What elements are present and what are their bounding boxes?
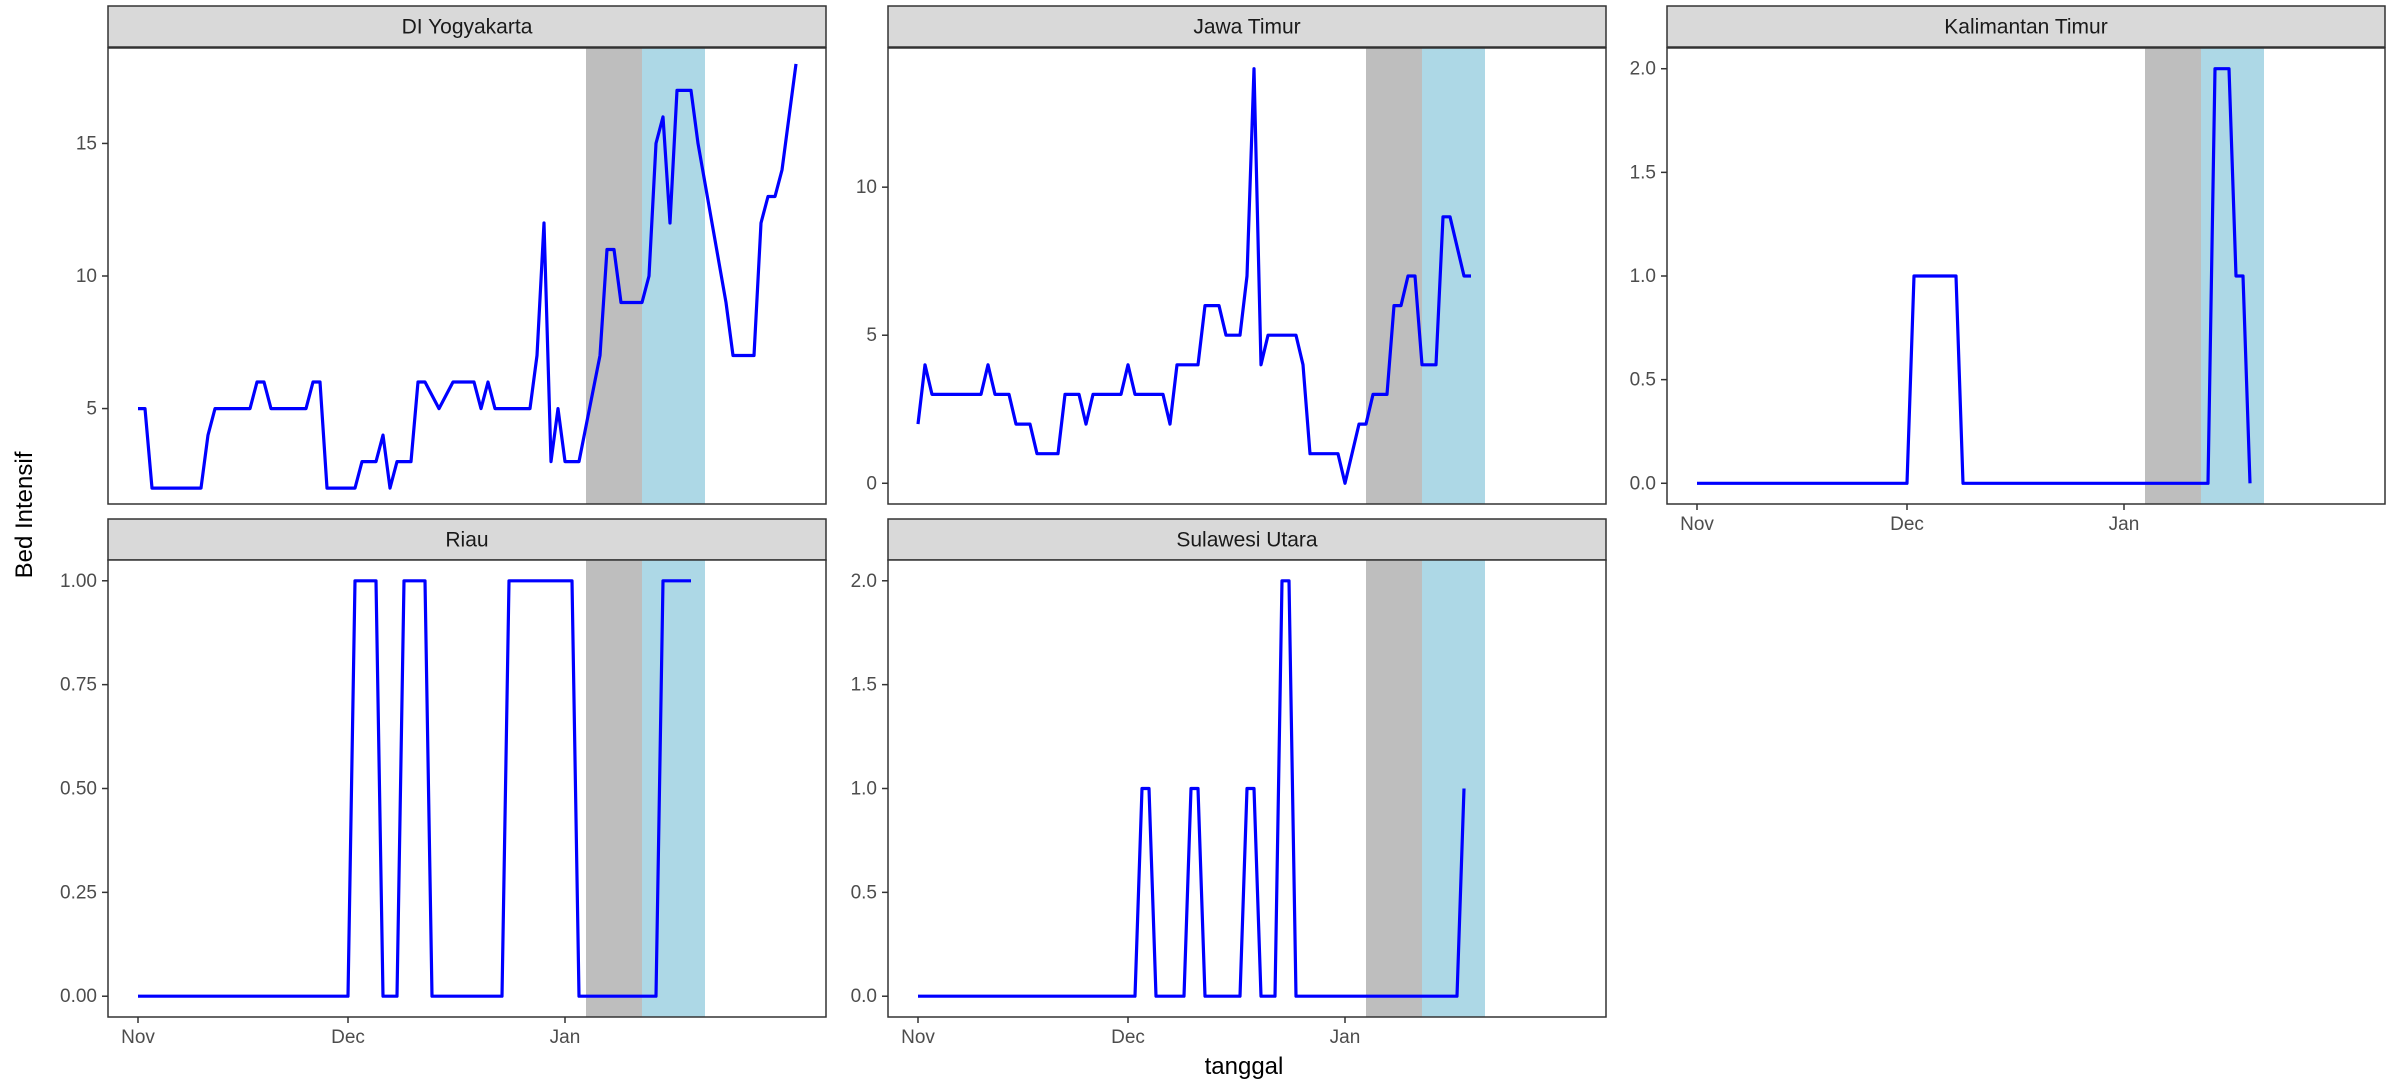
shaded-period-2-jawa-timur [1422,48,1485,504]
y-tick-label-riau: 0.50 [60,779,97,800]
series-line-riau [138,579,691,998]
series-line-sulawesi-utara [918,579,1466,998]
y-axis-title: Bed Intensif [11,451,38,578]
shaded-period-1-kalimantan-timur [2145,48,2201,504]
shaded-period-1-sulawesi-utara [1366,560,1422,1017]
y-tick-label-di-yogyakarta: 5 [86,399,97,420]
strip-label-di-yogyakarta: DI Yogyakarta [402,16,533,39]
panel-sulawesi-utara: Sulawesi Utara 0.0 0.5 1.0 1.5 2.0 Nov Dec Jan [851,518,1607,1048]
panel-kalimantan-timur: Kalimantan Timur 0.0 0.5 1.0 1.5 2.0 Nov Dec Jan [1630,5,2386,535]
y-tick-label-sulawesi-utara: 2.0 [851,571,877,592]
strip-jawa-timur [887,5,1607,48]
x-tick-label-sulawesi-utara: Jan [1330,1027,1361,1048]
y-tick-label-sulawesi-utara: 0.5 [851,882,877,903]
y-tick-label-sulawesi-utara: 0.0 [851,986,877,1007]
strip-label-jawa-timur: Jawa Timur [1193,16,1300,39]
y-tick-label-sulawesi-utara: 1.0 [851,779,877,800]
y-tick-label-kalimantan-timur: 1.5 [1630,162,1656,183]
series-line-jawa-timur [916,67,1471,485]
y-tick-label-di-yogyakarta: 10 [76,266,97,287]
y-tick-label-riau: 0.00 [60,986,97,1007]
shaded-period-2-sulawesi-utara [1422,560,1485,1017]
shaded-period-2-riau [642,560,705,1017]
panel-di-yogyakarta: DI Yogyakarta 5 10 15 [76,5,827,505]
y-tick-label-di-yogyakarta: 15 [76,133,97,154]
y-tick-label-jawa-timur: 5 [866,325,877,346]
series-line-di-yogyakarta [138,63,798,490]
panel-background-kalimantan-timur [1667,48,2385,504]
x-tick-label-riau: Nov [121,1027,155,1048]
y-tick-label-kalimantan-timur: 0.5 [1630,370,1656,391]
y-tick-label-kalimantan-timur: 0.0 [1630,473,1656,494]
strip-di-yogyakarta [107,5,827,48]
y-tick-label-kalimantan-timur: 1.0 [1630,266,1656,287]
series-line-kalimantan-timur [1697,67,2252,485]
y-tick-label-jawa-timur: 10 [856,177,877,198]
x-tick-label-kalimantan-timur: Dec [1890,514,1924,535]
panel-background-riau [108,560,826,1017]
x-tick-label-kalimantan-timur: Nov [1680,514,1714,535]
x-tick-label-riau: Dec [331,1027,365,1048]
x-tick-label-sulawesi-utara: Nov [901,1027,935,1048]
panel-background-di-yogyakarta [108,48,826,504]
x-tick-label-sulawesi-utara: Dec [1111,1027,1145,1048]
x-tick-label-riau: Jan [550,1027,581,1048]
shaded-period-1-di-yogyakarta [586,48,642,504]
y-tick-label-riau: 0.25 [60,882,97,903]
strip-label-sulawesi-utara: Sulawesi Utara [1176,529,1318,552]
panel-border-jawa-timur [887,47,1607,505]
y-tick-label-riau: 1.00 [60,571,97,592]
strip-label-riau: Riau [445,529,488,552]
strip-kalimantan-timur [1666,5,2386,48]
panel-riau: Riau 0.00 0.25 0.50 0.75 1.00 Nov Dec Jan [60,518,827,1048]
y-tick-label-jawa-timur: 0 [866,473,877,494]
shaded-period-1-riau [586,560,642,1017]
y-tick-label-riau: 0.75 [60,675,97,696]
x-tick-label-kalimantan-timur: Jan [2109,514,2140,535]
strip-riau [107,518,827,561]
panel-jawa-timur: Jawa Timur 0 5 10 [856,5,1607,505]
y-tick-label-sulawesi-utara: 1.5 [851,675,877,696]
x-axis-title: tanggal [1205,1053,1284,1080]
strip-label-kalimantan-timur: Kalimantan Timur [1944,16,2107,39]
y-tick-label-kalimantan-timur: 2.0 [1630,59,1656,80]
